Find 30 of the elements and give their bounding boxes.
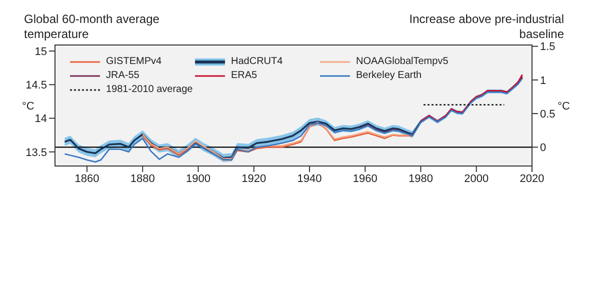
y2-tick-label: 1 [540,74,546,87]
line-series [142,122,414,160]
x-tick-label: 2000 [464,172,489,185]
x-tick-label: 1980 [408,172,433,185]
legend-label: NOAAGlobalTempv5 [356,56,448,67]
legend-label: JRA-55 [106,70,140,81]
y2-tick-label: 0 [540,142,546,154]
y2-tick-label: 1.5 [540,41,556,54]
x-tick-label: 1860 [74,172,100,185]
y-tick-label: 13.5 [26,146,47,159]
y-tick-label: 15 [34,46,47,58]
text: Increase above pre-industrial baseline [408,12,564,42]
legend-label: ERA5 [231,70,258,81]
x-tick-label: 2020 [520,172,544,185]
x-tick-label: 1880 [130,172,155,185]
x-tick-label: 1900 [186,172,210,185]
legend-label: GISTEMPv4 [106,56,162,67]
x-tick-label: 1960 [352,172,378,185]
line-series [420,74,523,122]
y2-tick-label: 0.5 [540,108,556,120]
legend-label: 1981-2010 average [106,84,193,95]
x-tick-label: 1940 [297,172,322,185]
y2-axis-title: °C [558,100,570,112]
chart-title: Global 60-month average temperature [24,12,160,42]
legend-label: HadCRUT4 [231,56,283,67]
x-tick-label: 1920 [242,172,266,185]
y-axis-title: °C [22,100,34,112]
y-tick-label: 14.5 [26,80,47,92]
legend-label: Berkeley Earth [356,70,422,81]
y-tick-label: 14 [34,113,47,126]
